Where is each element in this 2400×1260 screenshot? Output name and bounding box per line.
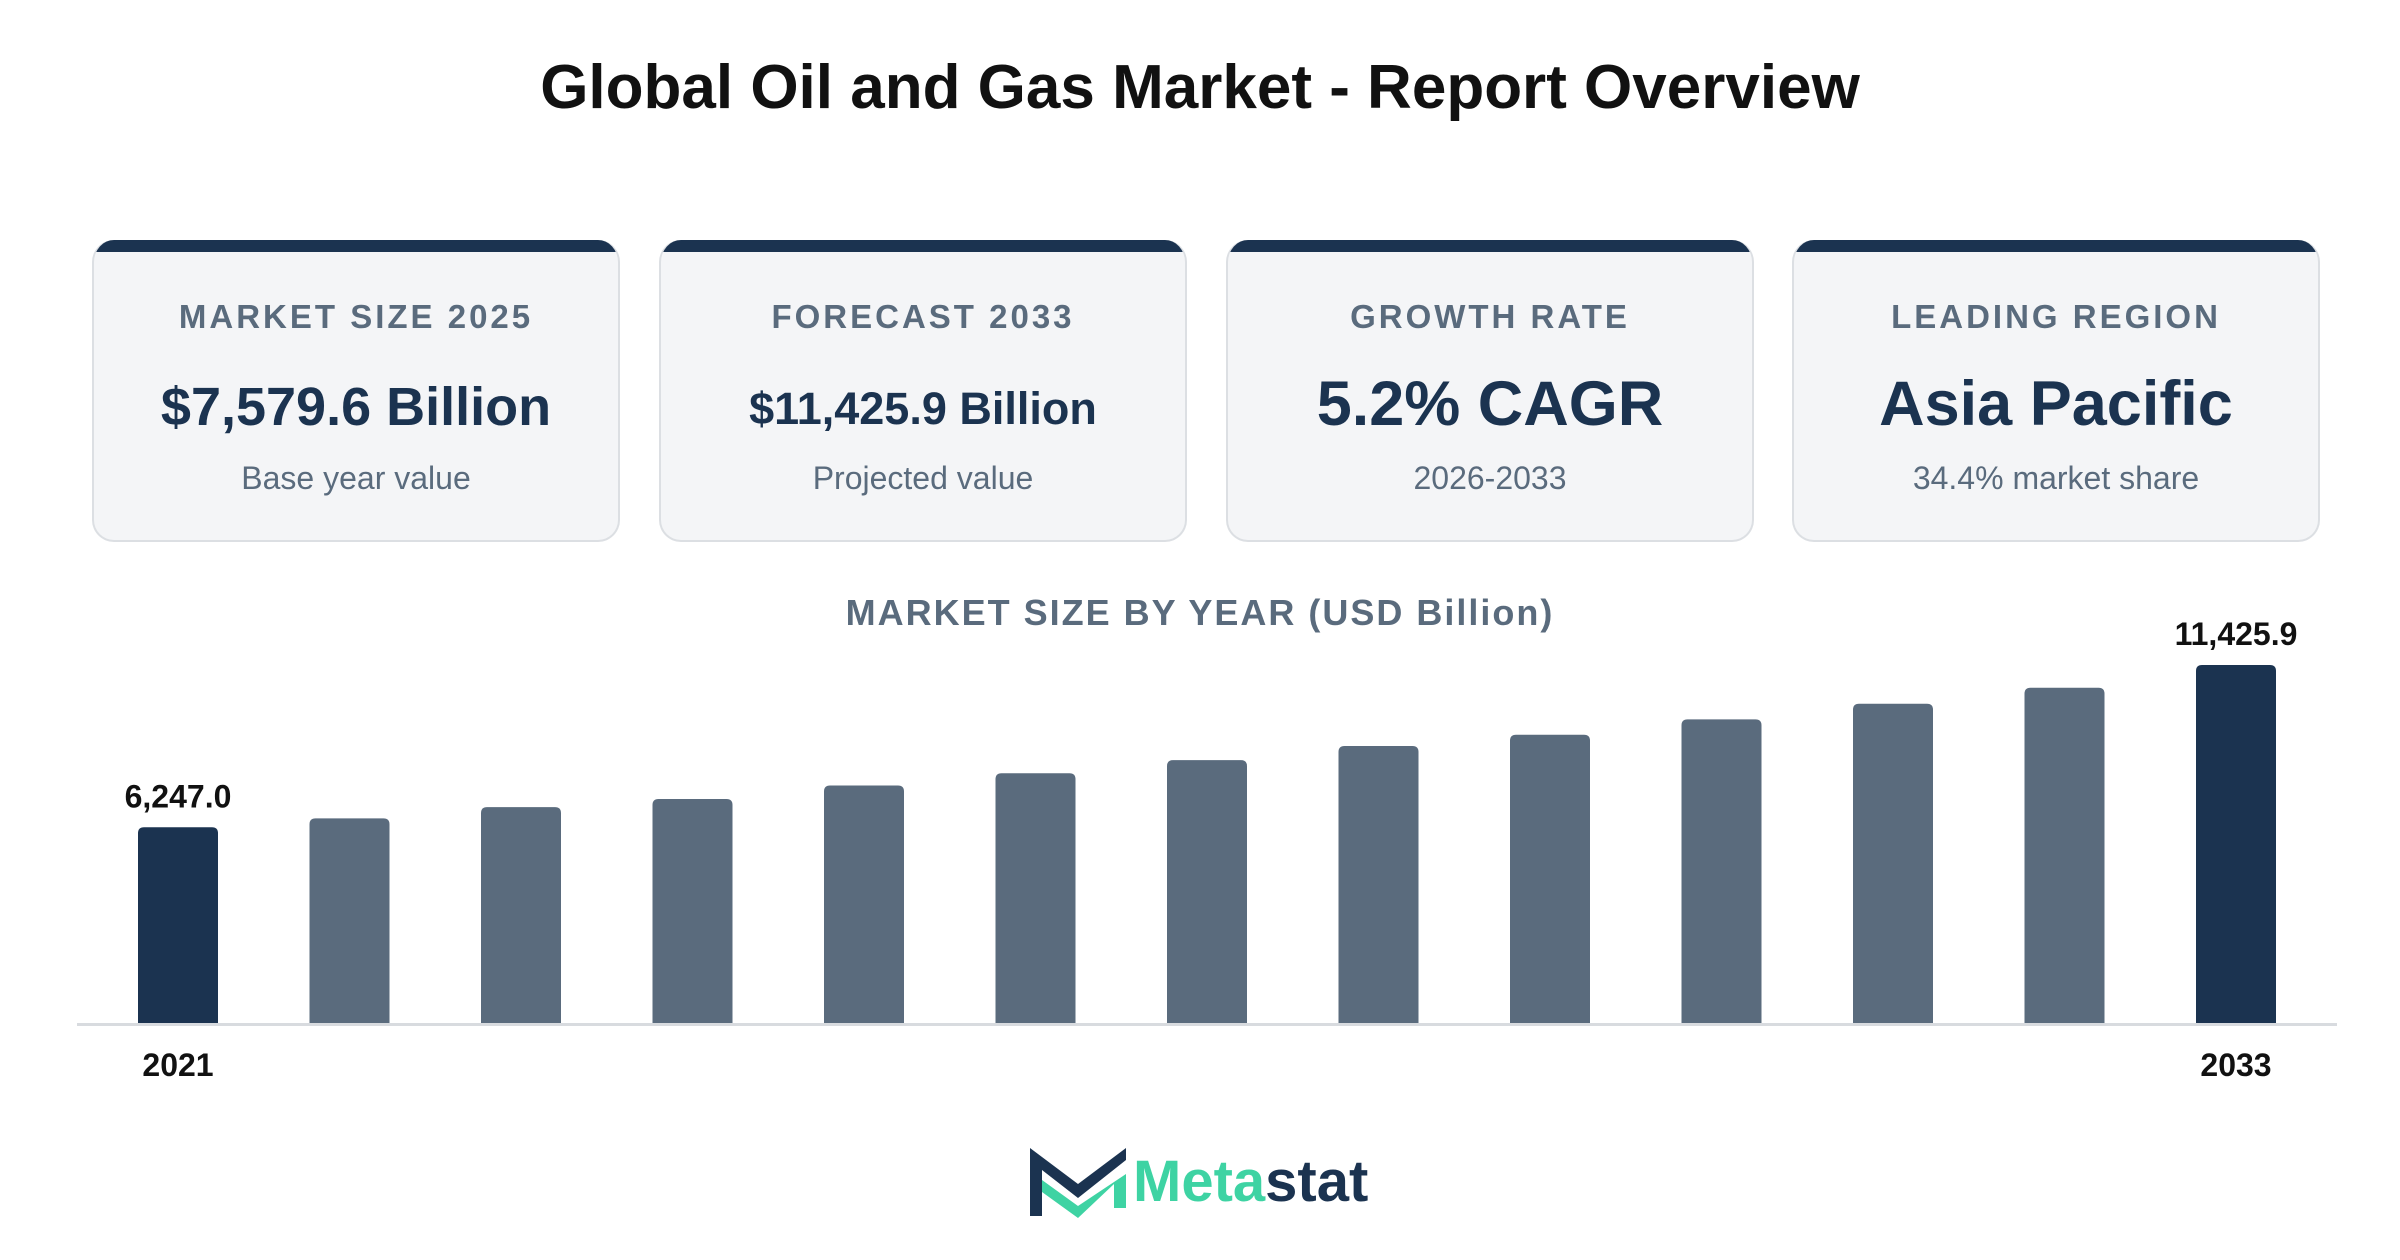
bar-2024 [652,798,733,1023]
bar-2021 [138,827,218,1023]
card-label: MARKET SIZE 2025 [178,298,534,335]
tick-label-2033: 2033 [2200,1047,2271,1083]
tick-label-2021: 2021 [142,1047,213,1083]
bar-2030 [1681,719,1762,1023]
logo-text-part1: Meta [1133,1149,1266,1214]
chart-title: MARKET SIZE BY YEAR (USD Billion) [845,592,1555,633]
bar-2022 [309,818,390,1023]
card-subtitle: 34.4% market share [1912,460,2200,496]
bar-2026 [995,773,1076,1023]
card-label: FORECAST 2033 [771,298,1075,335]
card-value: Asia Pacific [1879,369,2233,439]
value-label-2021: 6,247.0 [125,778,232,814]
bar-2028 [1338,746,1419,1023]
card-value: $11,425.9 Billion [749,383,1097,434]
card-label: LEADING REGION [1891,298,2221,335]
summary-cards: MARKET SIZE 2025 $7,579.6 Billion Base y… [92,240,2320,542]
bar-2032 [2024,687,2105,1023]
card-subtitle: Projected value [812,460,1034,496]
card-subtitle: Base year value [241,460,471,496]
metastat-logo-icon [1030,1148,1126,1218]
value-label-2033: 11,425.9 [2175,616,2298,652]
bar-2029 [1510,734,1590,1023]
card-label: GROWTH RATE [1350,298,1630,335]
market-size-card: MARKET SIZE 2025 $7,579.6 Billion Base y… [92,240,620,542]
bar-2031 [1853,703,1933,1023]
card-value: $7,579.6 Billion [160,377,552,437]
bar-2033 [2196,665,2276,1023]
growth-rate-card: GROWTH RATE 5.2% CAGR 2026-2033 [1226,240,1754,542]
bar-2025 [824,785,904,1023]
card-value: 5.2% CAGR [1316,369,1664,439]
bar-2027 [1167,760,1247,1023]
metastat-logo-text: Metastat [1133,1148,1368,1215]
card-subtitle: 2026-2033 [1413,460,1567,496]
logo-text-part2: stat [1265,1149,1369,1214]
bar-2023 [481,807,561,1023]
page-title: Global Oil and Gas Market - Report Overv… [540,53,1860,122]
forecast-card: FORECAST 2033 $11,425.9 Billion Projecte… [659,240,1187,542]
leading-region-card: LEADING REGION Asia Pacific 34.4% market… [1792,240,2320,542]
